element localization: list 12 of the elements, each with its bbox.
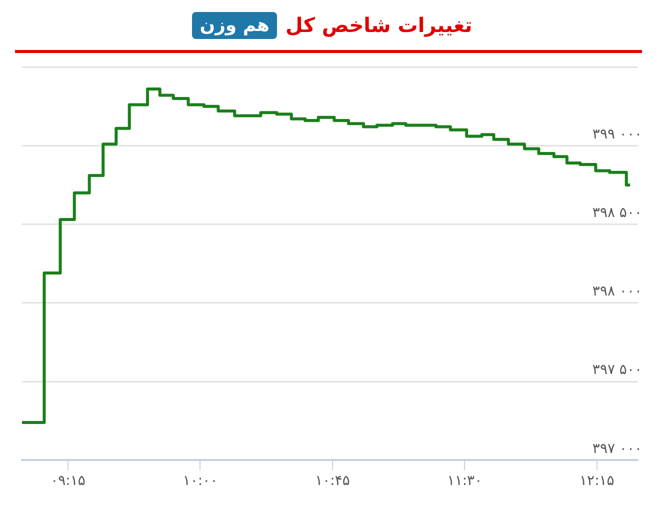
chart-title: تغییرات شاخص کل [285, 13, 472, 37]
x-tick-label: ۱۰:۴۵ [315, 473, 350, 490]
y-tick-label: ۳۹۸ ۵۰۰ [592, 204, 642, 221]
y-tick-label: ۳۹۸ ۰۰۰ [592, 284, 642, 300]
x-tick-label: ۱۰:۰۰ [182, 473, 218, 490]
y-tick-label: ۳۹۹ ۰۰۰ [592, 126, 642, 142]
y-tick-label: ۳۹۷ ۵۰۰ [592, 362, 642, 378]
y-tick-label: ۳۹۷ ۰۰۰ [592, 440, 642, 457]
chart-subtitle: هم وزن [192, 12, 278, 38]
x-tick-label: ۱۱:۳۰ [447, 473, 482, 490]
x-tick-label: ۰۹:۱۵ [50, 473, 86, 490]
x-tick-label: ۱۲:۱۵ [580, 473, 614, 490]
